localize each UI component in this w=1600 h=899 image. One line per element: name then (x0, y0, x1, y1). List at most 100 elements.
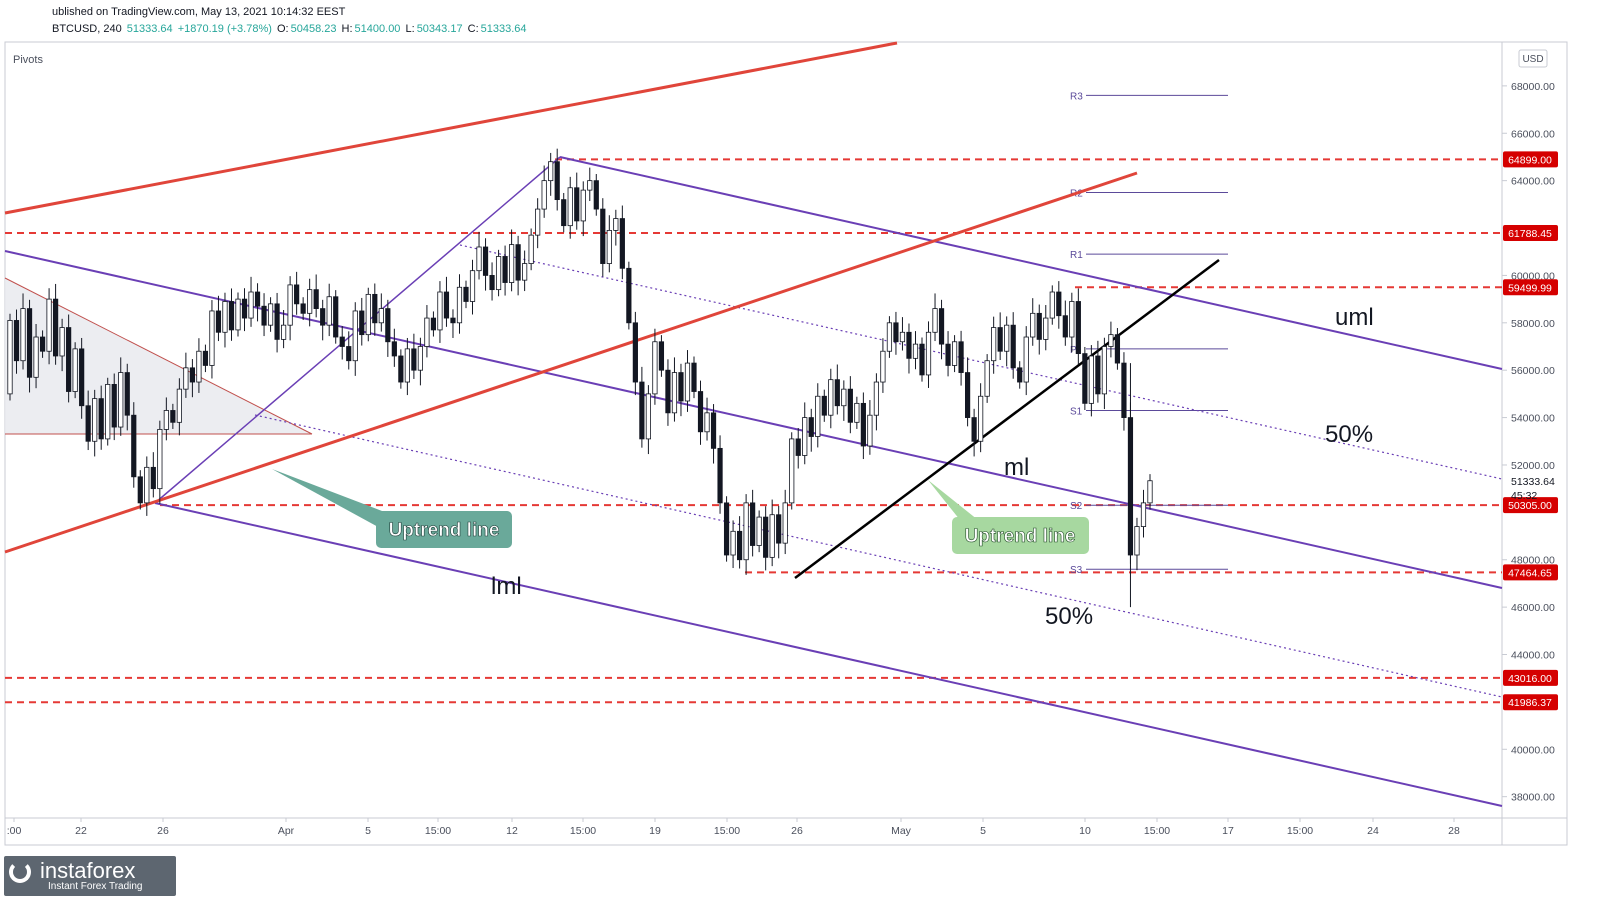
candle-body (828, 379, 834, 416)
y-tick-label: 46000.00 (1511, 602, 1555, 614)
symbol-legend: BTCUSD, 240 51333.64 +1870.19 (+3.78%) O… (52, 23, 529, 35)
candle-body (144, 466, 150, 504)
time-axis[interactable]: :00 22 26 Apr 5 15:00 12 15:00 19 15:00 26 May 5 10 15… (7, 818, 1460, 837)
candle-body (639, 381, 645, 440)
x-tick-label: 15:00 (1287, 825, 1313, 837)
x-tick-label: 5 (980, 825, 986, 837)
candle-body (222, 301, 228, 333)
candle-body (1088, 355, 1094, 404)
candle-body (561, 199, 567, 227)
candle-body (723, 502, 730, 556)
candle-body (710, 412, 717, 449)
pivot-label: S2 (1070, 501, 1083, 512)
candle-body (600, 208, 606, 264)
candle-body (313, 289, 319, 309)
candle-body (170, 410, 176, 423)
candle-body (919, 343, 925, 376)
candle-body (991, 327, 997, 362)
low-label: L: (405, 23, 415, 35)
uptrend-line-red (4, 171, 1138, 554)
candle-body (294, 284, 300, 305)
y-tick-label: 68000.00 (1511, 81, 1555, 93)
candle-body (606, 230, 612, 264)
candle-body (1030, 312, 1036, 338)
candle-body (1062, 315, 1068, 338)
candle-body (111, 384, 117, 428)
candle-body (163, 410, 169, 430)
candle-body (535, 208, 541, 236)
candle-body (541, 180, 547, 210)
candle-body (580, 189, 586, 222)
candle-body (333, 296, 339, 338)
candle-body (554, 161, 560, 201)
price-tag-label: 41986.37 (1508, 697, 1552, 709)
label-50-lower: 50% (1045, 603, 1093, 630)
candle-body (938, 308, 945, 345)
close-label: C: (467, 23, 479, 35)
callout-box-2 (952, 517, 1089, 554)
currency-label: USD (1522, 54, 1543, 65)
candles (7, 148, 1153, 608)
logo-brand: instaforex (40, 858, 136, 883)
candle-body (1036, 312, 1042, 340)
candle-body (489, 275, 495, 291)
callout-text-2: Uptrend line (965, 526, 1076, 547)
candle-body (66, 327, 72, 392)
lower-median-line (154, 502, 1503, 807)
candle-body (769, 514, 775, 558)
pivot-label: S3 (1070, 565, 1083, 576)
x-tick-label: May (891, 825, 912, 837)
candle-body (1010, 324, 1016, 369)
logo-tagline: Instant Forex Trading (48, 881, 143, 892)
candle-body (85, 405, 91, 442)
indicator-label: Pivots (13, 54, 43, 66)
candle-body (202, 350, 209, 366)
callout-text-1: Uptrend line (389, 520, 500, 541)
pivot-label: S1 (1070, 406, 1083, 417)
y-tick-label: 64000.00 (1511, 176, 1555, 188)
current-price-label: 51333.64 (1511, 476, 1555, 488)
candle-body (932, 308, 938, 333)
label-ml: ml (1004, 454, 1029, 481)
pivot-label: R3 (1070, 91, 1083, 102)
close-value: 51333.64 (480, 23, 527, 35)
candle-body (424, 317, 430, 347)
candle-body (1147, 480, 1153, 504)
candle-body (72, 348, 78, 392)
candle-body (183, 367, 189, 390)
candle-body (1114, 334, 1121, 364)
candle-body (280, 324, 287, 340)
candle-body (841, 388, 847, 407)
candle-body (978, 395, 984, 442)
candle-body (1140, 502, 1147, 527)
candle-body (391, 341, 397, 357)
x-tick-label: 26 (791, 825, 803, 837)
candle-body (1043, 317, 1049, 340)
candle-body (176, 388, 182, 423)
candle-body (626, 267, 632, 324)
candle-body (1095, 355, 1101, 395)
pivot-label: P (1070, 345, 1077, 356)
candle-body (574, 187, 580, 222)
candle-body (834, 379, 840, 407)
candle-body (756, 516, 762, 546)
candle-body (26, 308, 33, 378)
price-change: +1870.19 (+3.78%) (177, 23, 272, 35)
candle-body (750, 502, 756, 546)
currency-button[interactable] (1518, 49, 1548, 68)
x-tick-label: 22 (75, 825, 87, 837)
candle-body (372, 293, 378, 324)
candle-body (1134, 526, 1140, 556)
candle-body (965, 372, 971, 418)
candle-body (860, 402, 866, 447)
candle-body (782, 502, 788, 544)
x-tick-label: 28 (1448, 825, 1460, 837)
y-tick-label: 44000.00 (1511, 650, 1555, 662)
candle-body (359, 310, 365, 336)
candle-body (137, 476, 143, 504)
candle-body (456, 286, 463, 324)
candle-body (13, 320, 20, 362)
candle-body (880, 350, 886, 383)
price-tag-label: 47464.65 (1508, 567, 1552, 579)
